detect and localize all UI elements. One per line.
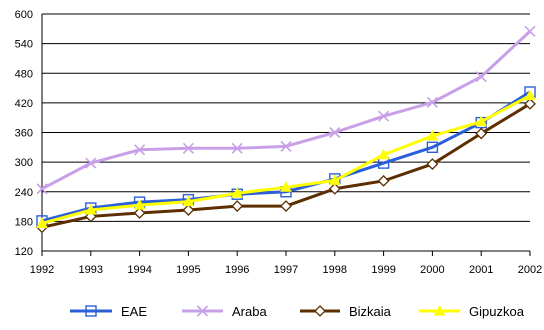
data-point-gipuzkoa bbox=[36, 217, 48, 228]
legend-marker-araba bbox=[196, 305, 209, 317]
legend-marker-eae bbox=[85, 305, 97, 317]
data-point-bizkaia bbox=[231, 200, 244, 212]
legend-item-gipuzkoa: Gipuzkoa bbox=[419, 304, 525, 319]
axis-layer: 120 180 240 300 360 420 480 540 600 1992 1993 1994 1… bbox=[15, 9, 543, 276]
data-point-gipuzkoa bbox=[426, 129, 439, 141]
data-point-araba bbox=[231, 142, 243, 154]
x-tick-label: 1992 bbox=[30, 264, 54, 276]
data-point-gipuzkoa bbox=[377, 148, 390, 160]
x-tick-label: 1995 bbox=[176, 264, 200, 276]
series-araba bbox=[36, 25, 536, 195]
data-point-araba bbox=[134, 144, 146, 156]
legend: EAE Araba Bizkaia Gipuzkoa bbox=[70, 304, 525, 319]
data-point-eae bbox=[426, 141, 439, 154]
legend-label: Gipuzkoa bbox=[469, 304, 525, 319]
x-tick-label: 1998 bbox=[323, 264, 347, 276]
data-point-gipuzkoa bbox=[328, 174, 341, 185]
data-point-araba bbox=[378, 110, 390, 122]
data-point-bizkaia bbox=[524, 97, 536, 110]
data-point-araba bbox=[524, 25, 536, 37]
series-gipuzkoa bbox=[36, 89, 536, 228]
x-tick-label: 1993 bbox=[79, 264, 103, 276]
legend-label: EAE bbox=[121, 304, 147, 319]
y-tick-label: 300 bbox=[15, 157, 33, 169]
legend-marker-bizkaia bbox=[314, 305, 326, 317]
legend-label: Bizkaia bbox=[349, 304, 392, 319]
data-point-gipuzkoa bbox=[133, 199, 146, 210]
data-point-gipuzkoa bbox=[231, 187, 244, 198]
data-point-araba bbox=[475, 71, 487, 83]
data-point-gipuzkoa bbox=[280, 181, 292, 192]
series-line-araba bbox=[41, 30, 532, 191]
y-tick-label: 480 bbox=[15, 68, 33, 80]
data-point-bizkaia bbox=[475, 127, 488, 140]
y-tick-label: 180 bbox=[15, 216, 33, 228]
data-point-gipuzkoa bbox=[475, 115, 488, 127]
x-tick-label: 1994 bbox=[127, 264, 151, 276]
data-point-bizkaia bbox=[426, 158, 439, 171]
legend-marker-gipuzkoa bbox=[433, 304, 446, 316]
series-layer bbox=[36, 25, 536, 234]
y-tick-label: 360 bbox=[15, 128, 33, 140]
data-point-araba bbox=[329, 126, 341, 139]
data-point-araba bbox=[85, 157, 97, 169]
x-tick-label: 1997 bbox=[274, 264, 298, 276]
data-point-bizkaia bbox=[280, 200, 292, 212]
data-point-bizkaia bbox=[133, 207, 146, 219]
x-tick-label: 1999 bbox=[371, 264, 395, 276]
data-point-gipuzkoa bbox=[84, 203, 97, 215]
legend-item-araba: Araba bbox=[182, 304, 267, 319]
data-point-bizkaia bbox=[182, 204, 195, 216]
data-point-eae bbox=[377, 157, 390, 169]
x-tick-label: 2000 bbox=[420, 264, 444, 276]
y-tick-label: 540 bbox=[15, 39, 33, 51]
data-point-bizkaia bbox=[328, 182, 341, 195]
data-point-gipuzkoa bbox=[182, 195, 195, 207]
data-point-araba bbox=[36, 183, 48, 195]
data-point-bizkaia bbox=[377, 174, 390, 187]
y-tick-label: 120 bbox=[15, 246, 33, 258]
y-tick-label: 240 bbox=[15, 187, 33, 199]
data-point-araba bbox=[280, 140, 292, 152]
x-tick-label: 1996 bbox=[225, 264, 249, 276]
data-point-gipuzkoa bbox=[524, 89, 536, 100]
grid-layer bbox=[42, 13, 530, 252]
data-point-araba bbox=[182, 142, 194, 154]
legend-item-eae: EAE bbox=[70, 304, 147, 319]
series-bizkaia bbox=[36, 97, 536, 234]
data-point-araba bbox=[426, 96, 438, 108]
legend-label: Araba bbox=[232, 304, 267, 319]
y-tick-label: 600 bbox=[15, 9, 33, 21]
x-tick-label: 2001 bbox=[469, 264, 493, 276]
legend-item-bizkaia: Bizkaia bbox=[300, 304, 392, 319]
y-tick-label: 420 bbox=[15, 98, 33, 110]
x-tick-label: 2002 bbox=[518, 264, 542, 276]
